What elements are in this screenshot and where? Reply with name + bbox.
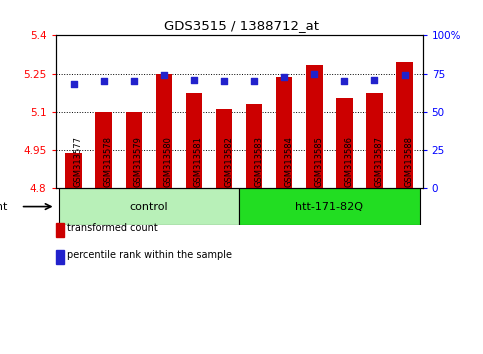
Text: GSM313587: GSM313587 <box>374 136 384 187</box>
Bar <box>65 153 82 188</box>
Text: GSM313583: GSM313583 <box>254 136 263 187</box>
Point <box>370 77 378 82</box>
Point <box>100 79 108 84</box>
Text: GDS3515 / 1388712_at: GDS3515 / 1388712_at <box>164 19 319 33</box>
Bar <box>336 98 353 188</box>
Bar <box>306 65 323 188</box>
Point <box>70 81 77 87</box>
Bar <box>126 112 142 188</box>
Text: GSM313586: GSM313586 <box>344 136 354 187</box>
Text: GSM313582: GSM313582 <box>224 136 233 187</box>
Text: GSM313584: GSM313584 <box>284 136 293 187</box>
Point <box>250 79 258 84</box>
Bar <box>216 109 232 188</box>
Point <box>160 72 168 78</box>
Point <box>190 77 198 82</box>
Point <box>130 79 138 84</box>
Text: htt-171-82Q: htt-171-82Q <box>295 201 363 212</box>
Bar <box>239 188 420 225</box>
Text: transformed count: transformed count <box>67 223 158 233</box>
Text: GSM313578: GSM313578 <box>104 136 113 187</box>
Text: GSM313588: GSM313588 <box>405 136 413 187</box>
Bar <box>246 104 262 188</box>
Point <box>341 79 348 84</box>
Point <box>311 71 318 76</box>
Bar <box>156 74 172 188</box>
Bar <box>185 93 202 188</box>
Bar <box>276 78 293 188</box>
Bar <box>58 188 239 225</box>
Text: agent: agent <box>0 201 8 212</box>
Point <box>220 79 228 84</box>
Bar <box>396 62 413 188</box>
Text: GSM313581: GSM313581 <box>194 136 203 187</box>
Text: control: control <box>129 201 168 212</box>
Text: GSM313579: GSM313579 <box>134 136 143 187</box>
Bar <box>366 93 383 188</box>
Text: percentile rank within the sample: percentile rank within the sample <box>67 250 232 260</box>
Text: GSM313577: GSM313577 <box>73 136 83 187</box>
Bar <box>96 112 112 188</box>
Text: GSM313585: GSM313585 <box>314 136 323 187</box>
Point <box>401 72 409 78</box>
Text: GSM313580: GSM313580 <box>164 136 173 187</box>
Point <box>280 74 288 80</box>
